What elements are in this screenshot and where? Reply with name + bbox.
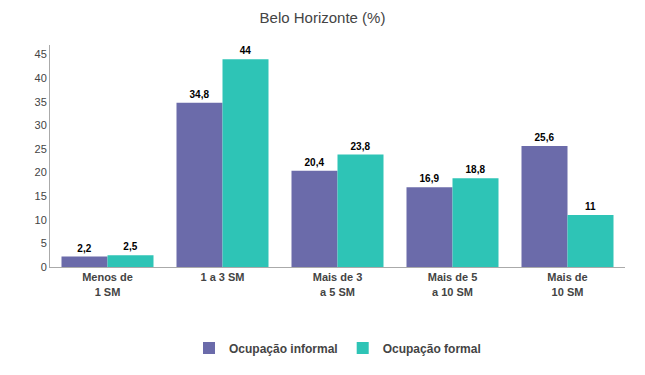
svg-text:23,8: 23,8	[351, 141, 371, 152]
svg-text:25: 25	[35, 143, 47, 155]
svg-text:44: 44	[240, 45, 252, 56]
svg-text:18,8: 18,8	[466, 164, 486, 175]
svg-text:35: 35	[35, 96, 47, 108]
svg-text:25,6: 25,6	[535, 132, 555, 143]
svg-text:2,2: 2,2	[77, 243, 91, 254]
svg-text:15: 15	[35, 190, 47, 202]
svg-text:40: 40	[35, 72, 47, 84]
svg-text:20: 20	[35, 166, 47, 178]
svg-text:30: 30	[35, 119, 47, 131]
svg-text:Ocupação informal: Ocupação informal	[229, 342, 338, 356]
svg-text:1 a 3 SM: 1 a 3 SM	[200, 271, 244, 283]
svg-text:10: 10	[35, 214, 47, 226]
svg-text:0: 0	[41, 261, 47, 273]
svg-text:Mais de 5a 10 SM: Mais de 5a 10 SM	[428, 271, 478, 297]
svg-text:Belo Horizonte (%): Belo Horizonte (%)	[260, 9, 386, 26]
svg-text:45: 45	[35, 48, 47, 60]
svg-text:2,5: 2,5	[123, 241, 137, 252]
svg-text:16,9: 16,9	[420, 173, 440, 184]
svg-text:Menos de1 SM: Menos de1 SM	[82, 271, 133, 297]
svg-text:11: 11	[585, 201, 596, 212]
svg-text:20,4: 20,4	[305, 157, 325, 168]
svg-text:Mais de 3a 5 SM: Mais de 3a 5 SM	[313, 271, 363, 297]
svg-text:5: 5	[41, 237, 47, 249]
svg-text:Ocupação formal: Ocupação formal	[383, 342, 481, 356]
svg-text:Mais de10 SM: Mais de10 SM	[547, 271, 587, 297]
svg-text:34,8: 34,8	[190, 89, 210, 100]
